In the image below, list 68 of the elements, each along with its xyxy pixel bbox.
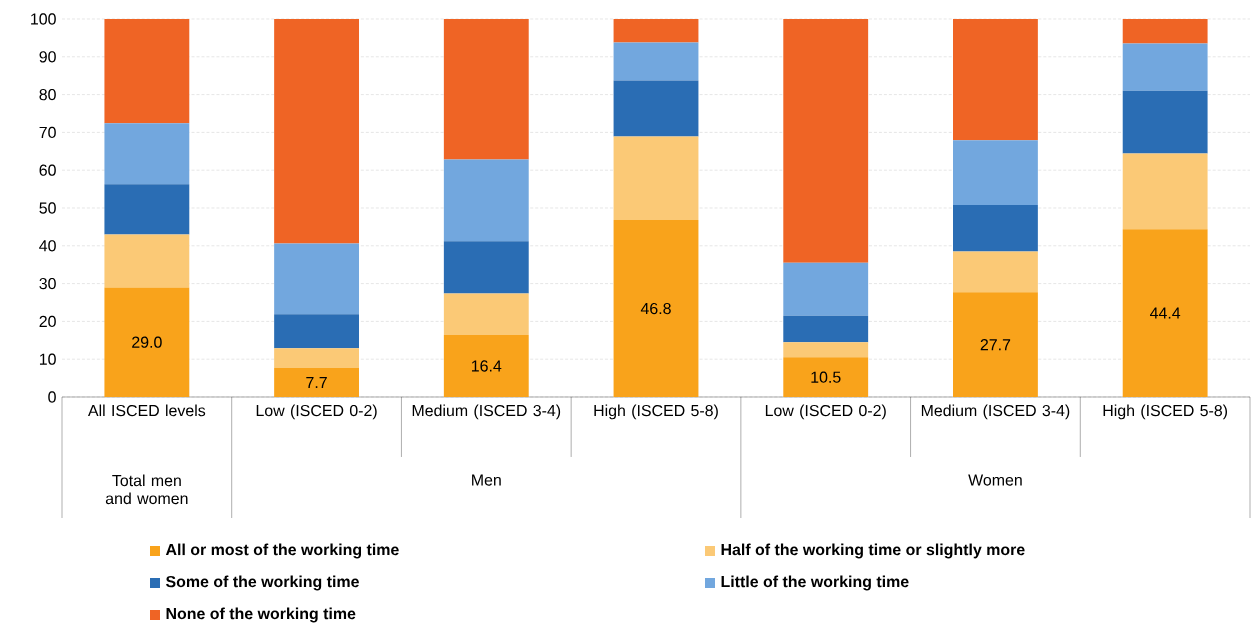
y-tick-label: 10 (39, 353, 56, 365)
bar (783, 342, 869, 358)
y-tick-label: 30 (39, 277, 56, 290)
bar (613, 80, 699, 137)
bar (274, 18, 359, 244)
legend-label: Half of the working time or slightly more (721, 543, 1025, 559)
y-tick-label: 70 (39, 126, 56, 139)
bar (1122, 229, 1208, 397)
bar (443, 335, 529, 397)
bar (274, 367, 359, 397)
bar (953, 292, 1038, 397)
y-tick-label: 90 (39, 51, 56, 63)
y-tick-label: 80 (39, 88, 56, 101)
data-label: 46.8 (640, 302, 671, 315)
x-tick-label: All ISCED levels (87, 404, 206, 417)
bar (1122, 18, 1208, 44)
text: Women (968, 474, 1022, 486)
bar (783, 357, 869, 397)
x-tick-label: Low (ISCED 0-2) (765, 404, 886, 420)
bar (443, 18, 529, 160)
bar (783, 18, 869, 263)
bar (613, 18, 699, 43)
bar (953, 140, 1038, 205)
text: Total men and women (105, 474, 188, 505)
bar (613, 136, 699, 221)
legend-label: Little of the working time (721, 575, 909, 591)
data-label: 27.7 (980, 339, 1011, 351)
data-label: 16.4 (471, 360, 502, 372)
y-tick-label: 100 (31, 13, 56, 25)
bar (953, 204, 1038, 252)
y-tick-label: 0 (48, 391, 56, 403)
bar (1122, 153, 1208, 230)
bar (443, 293, 529, 335)
bar (443, 241, 529, 294)
bar (953, 251, 1038, 293)
bar (104, 287, 190, 397)
bar (274, 348, 359, 368)
y-tick-label: 40 (39, 240, 56, 252)
legend-label: None of the working time (166, 607, 356, 623)
data-label: 29.0 (132, 336, 162, 348)
x-tick-label: Low (ISCED 0-2) (256, 404, 377, 420)
x-tick-label: High (ISCED 5-8) (1103, 404, 1228, 420)
legend-label: Some of the working time (165, 575, 359, 591)
bar (1122, 43, 1208, 91)
data-label: 10.5 (811, 371, 841, 383)
bar (274, 314, 359, 349)
data-label: 7.7 (306, 376, 327, 388)
bar (783, 262, 869, 316)
bar (613, 220, 699, 397)
bar (443, 159, 529, 242)
bar (104, 18, 190, 124)
x-tick-label: Medium (ISCED 3-4) (412, 404, 561, 420)
text: Men (472, 474, 501, 486)
bar (783, 315, 869, 343)
bar (104, 184, 190, 235)
x-tick-label: Medium (ISCED 3-4) (921, 404, 1070, 420)
bar (274, 243, 359, 315)
y-tick-label: 50 (39, 202, 56, 214)
y-tick-label: 60 (39, 164, 56, 176)
bar (1122, 90, 1208, 154)
bar (104, 234, 190, 288)
x-tick-label: High (ISCED 5-8) (594, 404, 718, 420)
y-tick-label: 20 (39, 315, 56, 328)
legend-label: All or most of the working time (165, 543, 399, 559)
bar (104, 123, 190, 185)
bar (613, 42, 699, 81)
data-label: 44.4 (1149, 307, 1181, 319)
bar (953, 18, 1038, 141)
